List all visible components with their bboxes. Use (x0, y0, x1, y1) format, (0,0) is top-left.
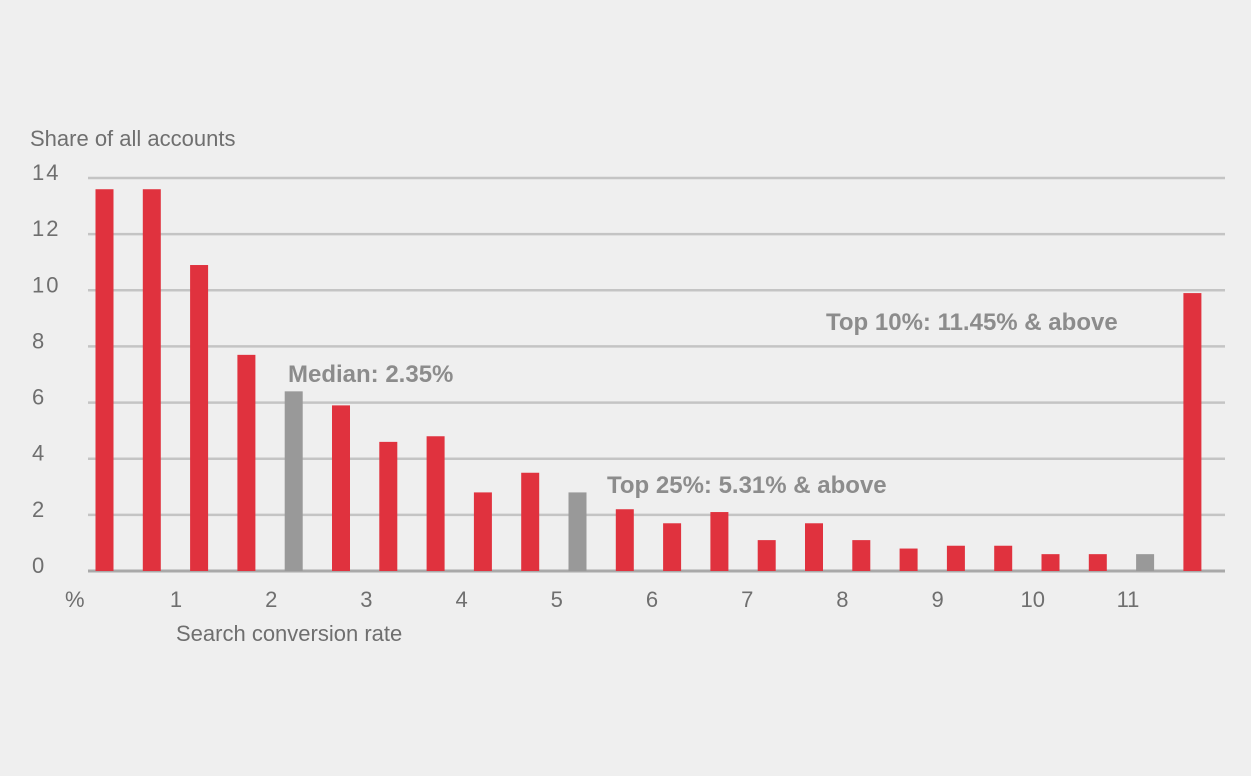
x-tick-label: 9 (931, 587, 943, 612)
x-tick-label: 2 (265, 587, 277, 612)
bar (1183, 293, 1202, 571)
y-tick-label: 8 (32, 328, 46, 353)
x-axis-label: Search conversion rate (176, 621, 402, 646)
x-unit-label: % (65, 587, 85, 612)
bars (95, 189, 1202, 571)
bar (521, 472, 540, 571)
x-tick-label: 1 (170, 587, 182, 612)
x-tick-label: 11 (1117, 587, 1140, 612)
bar (852, 540, 871, 571)
bar (473, 492, 492, 571)
grid-lines (88, 176, 1225, 573)
x-tick-label: 10 (1021, 587, 1045, 612)
x-tick-label: 6 (646, 587, 658, 612)
y-axis-label: Share of all accounts (30, 126, 235, 151)
bar-highlight (568, 492, 587, 571)
bar (899, 548, 918, 571)
y-tick-label: 4 (32, 441, 46, 466)
bar (95, 189, 114, 571)
y-tick-label: 6 (32, 385, 46, 410)
annotation-top-25: Top 25%: 5.31% & above (607, 472, 887, 499)
bar-highlight (1136, 554, 1155, 571)
y-tick-label: 10 (32, 272, 60, 297)
bar (237, 354, 256, 571)
x-tick-label: 4 (455, 587, 467, 612)
x-tick-labels: 1 2 3 4 5 6 7 8 9 10 11 (170, 587, 1140, 612)
x-tick-label: 3 (360, 587, 372, 612)
bar (426, 436, 445, 571)
bar (1088, 554, 1107, 571)
bar-highlight (284, 391, 303, 571)
x-tick-label: 7 (741, 587, 753, 612)
bar (663, 523, 682, 571)
y-tick-label: 12 (32, 216, 60, 241)
y-tick-label: 14 (32, 160, 60, 185)
bar (615, 509, 634, 571)
bar (379, 441, 398, 571)
bar (946, 545, 965, 571)
x-tick-label: 8 (836, 587, 848, 612)
x-tick-label: 5 (551, 587, 563, 612)
bar (757, 540, 776, 571)
y-tick-labels: 0 2 4 6 8 10 12 14 (32, 160, 60, 578)
bar (710, 512, 729, 571)
bar (1041, 554, 1060, 571)
bar (994, 545, 1013, 571)
bar (190, 265, 209, 571)
y-tick-label: 2 (32, 497, 46, 522)
y-tick-label: 0 (32, 553, 46, 578)
bar (142, 189, 161, 571)
annotation-top-10: Top 10%: 11.45% & above (826, 309, 1118, 336)
bar (805, 523, 823, 571)
bar (332, 405, 350, 571)
annotation-median: Median: 2.35% (288, 361, 453, 388)
